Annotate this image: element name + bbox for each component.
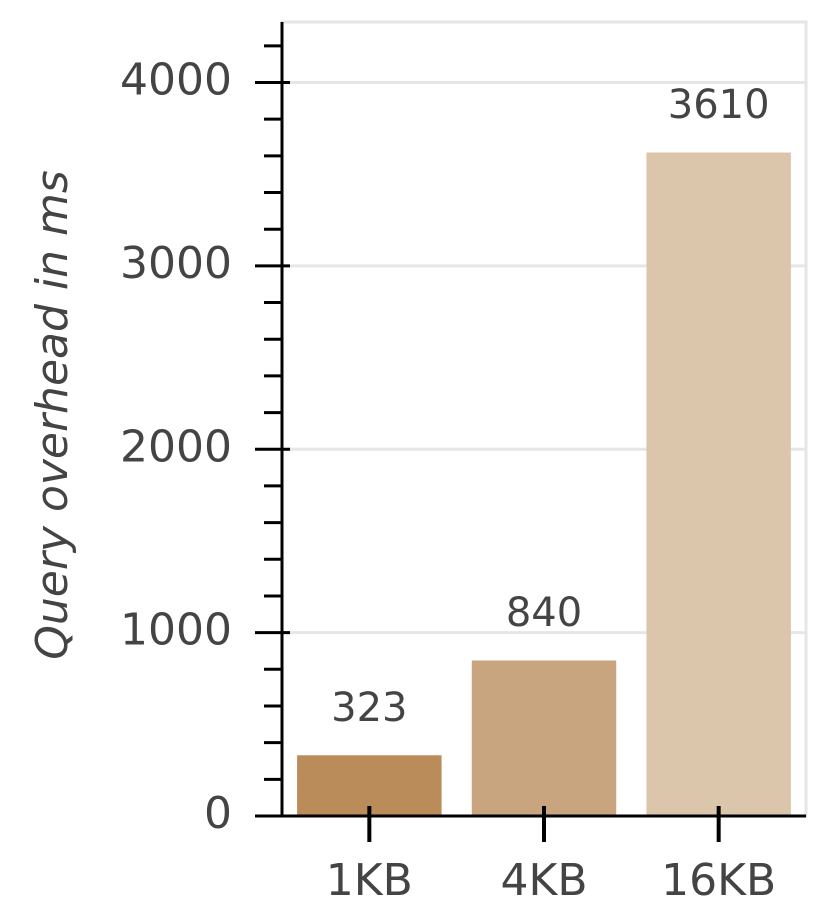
- y-tick-label: 0: [204, 788, 232, 839]
- x-tick-label: 1KB: [326, 855, 413, 906]
- bar: [471, 660, 617, 818]
- bar: [646, 152, 791, 818]
- value-label: 323: [331, 685, 407, 731]
- y-axis-label: Query overhead in ms: [27, 170, 78, 660]
- value-label: 3610: [668, 82, 770, 128]
- y-tick-label: 3000: [120, 238, 232, 289]
- x-tick-label: 16KB: [661, 855, 776, 906]
- value-label: 840: [506, 590, 582, 636]
- y-tick-label: 2000: [120, 421, 232, 472]
- y-tick-label: 1000: [120, 605, 232, 656]
- y-tick-label: 4000: [120, 55, 232, 106]
- x-tick-label: 4KB: [500, 855, 587, 906]
